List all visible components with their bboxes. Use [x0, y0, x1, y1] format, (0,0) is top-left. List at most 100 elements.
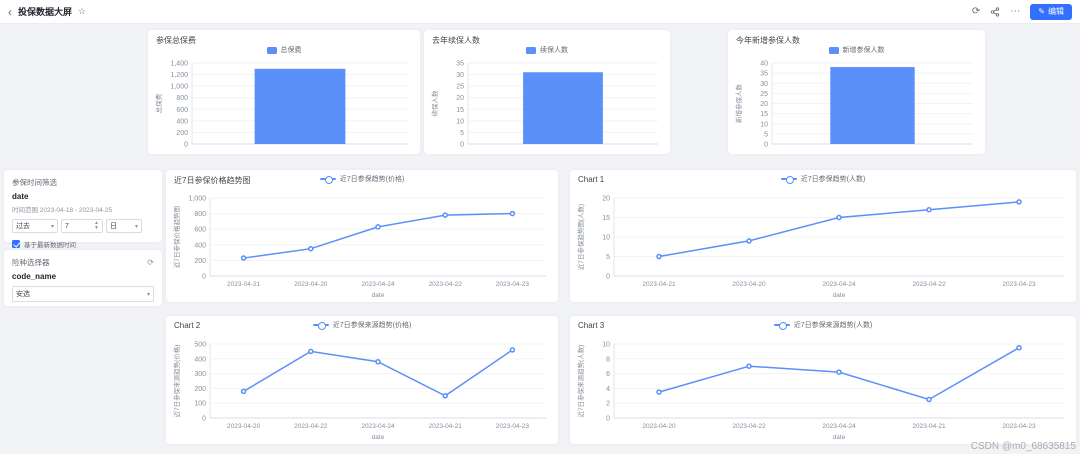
chart-legend[interactable]: 总保费: [148, 45, 420, 55]
svg-text:15: 15: [760, 111, 768, 118]
legend-swatch-icon: [526, 46, 536, 54]
svg-text:100: 100: [194, 401, 206, 408]
line-chart-canvas[interactable]: 0 200 400 600 800 1,000 2023-04-21 2023-04-20 20…: [170, 192, 554, 300]
chart-legend[interactable]: 近7日参保趋势(人数): [570, 174, 1076, 184]
svg-text:2023-04-20: 2023-04-20: [732, 281, 766, 288]
svg-text:20: 20: [602, 196, 610, 203]
svg-text:5: 5: [764, 131, 768, 138]
page-title: 投保数据大屏: [18, 7, 73, 17]
svg-text:200: 200: [194, 386, 206, 393]
svg-text:近7日参保来源趋势(价格): 近7日参保来源趋势(价格): [172, 345, 181, 418]
svg-text:30: 30: [760, 81, 768, 88]
chart-legend[interactable]: 新增参保人数: [728, 45, 985, 55]
chart-legend[interactable]: 近7日参保来源趋势(人数): [570, 320, 1076, 330]
svg-text:0: 0: [460, 142, 464, 149]
line-chart-card-price-trend: 近7日参保价格趋势图 近7日参保趋势(价格) 0 200 400 600 800 1,00…: [166, 170, 558, 302]
line-chart-canvas[interactable]: 0 100 200 300 400 500 2023-04-20 2023-04-22 2023…: [170, 338, 554, 442]
chart-title: 参保总保费: [156, 36, 196, 45]
svg-text:0: 0: [184, 142, 188, 149]
chart-legend[interactable]: 近7日参保来源趋势(价格): [166, 320, 558, 330]
chart-legend[interactable]: 续保人数: [424, 45, 670, 55]
svg-text:0: 0: [202, 416, 206, 423]
svg-text:10: 10: [760, 121, 768, 128]
svg-text:6: 6: [606, 371, 610, 378]
selector-refresh-icon[interactable]: ⟳: [147, 258, 154, 267]
share-icon[interactable]: [990, 6, 1000, 17]
time-filter-title: 参保时间筛选: [12, 178, 57, 187]
svg-text:10: 10: [456, 118, 464, 125]
svg-text:date: date: [372, 434, 385, 441]
bar-chart-canvas[interactable]: 0 200 400 600 800 1,000 1,200 1,400 总保费: [152, 57, 416, 152]
svg-text:date: date: [833, 434, 846, 441]
days-number-input[interactable]: 7 ▲ ▼: [61, 219, 103, 233]
legend-line-icon: [780, 176, 797, 184]
line-chart-card-people-trend: Chart 1 近7日参保趋势(人数) 0 5 10 15 20 2023-04-21 20…: [570, 170, 1076, 302]
time-range-text: 时间范围 2023-04-18 - 2023-04-25: [12, 207, 113, 214]
svg-text:10: 10: [602, 235, 610, 242]
edit-button[interactable]: ✎ 编辑: [1030, 3, 1072, 20]
bar-chart-card-renewals-last-year: 去年续保人数 续保人数 0 5 10 15 20 25 30 35 续保人数: [424, 30, 670, 154]
chart-title: 去年续保人数: [432, 36, 480, 45]
svg-text:2023-04-22: 2023-04-22: [732, 423, 766, 430]
svg-text:300: 300: [194, 371, 206, 378]
svg-text:200: 200: [194, 258, 206, 265]
chart-legend[interactable]: 近7日参保趋势(价格): [166, 174, 558, 184]
dashboard-canvas: 参保总保费 总保费 0 200 400 600 800 1,000 1,200 1,400 总保…: [0, 24, 1080, 454]
bar-chart-canvas[interactable]: 0 5 10 15 20 25 30 35 续保人数: [428, 57, 666, 152]
svg-text:2023-04-21: 2023-04-21: [429, 423, 463, 430]
svg-text:35: 35: [456, 61, 464, 68]
svg-text:500: 500: [194, 342, 206, 349]
svg-text:续保人数: 续保人数: [430, 90, 439, 117]
svg-text:30: 30: [456, 72, 464, 79]
svg-text:10: 10: [602, 342, 610, 349]
svg-text:2023-04-24: 2023-04-24: [822, 281, 856, 288]
svg-text:2023-04-20: 2023-04-20: [642, 423, 676, 430]
svg-text:1,000: 1,000: [170, 84, 188, 91]
more-icon[interactable]: ⋯: [1010, 5, 1021, 17]
svg-text:date: date: [372, 292, 385, 299]
chevron-down-icon: ▾: [146, 291, 150, 298]
time-field-name: date: [12, 192, 29, 201]
svg-text:近7日参保价格趋势图: 近7日参保价格趋势图: [172, 206, 181, 268]
back-icon[interactable]: ‹: [8, 4, 12, 19]
chart-title: Chart 3: [578, 321, 605, 330]
svg-text:1,400: 1,400: [170, 61, 188, 68]
line-chart-card-source-price-trend: Chart 2 近7日参保来源趋势(价格) 0 100 200 300 400 500 20…: [166, 316, 558, 444]
bar-chart-card-total-premium: 参保总保费 总保费 0 200 400 600 800 1,000 1,200 1,400 总保…: [148, 30, 420, 154]
svg-text:2023-04-22: 2023-04-22: [912, 281, 946, 288]
chart-title: 今年新增参保人数: [736, 36, 800, 45]
code-name-select[interactable]: 安选 ▾: [12, 286, 154, 302]
refresh-icon[interactable]: ⟳: [971, 5, 981, 17]
stepper-down-icon[interactable]: ▼: [94, 225, 99, 231]
svg-text:2023-04-21: 2023-04-21: [642, 281, 676, 288]
latest-data-time-checkbox[interactable]: 基于最新数据时间: [12, 239, 154, 249]
svg-text:2023-04-20: 2023-04-20: [227, 423, 261, 430]
legend-line-icon: [312, 322, 329, 330]
svg-text:2023-04-23: 2023-04-23: [1002, 423, 1036, 430]
past-select[interactable]: 过去 ▾: [12, 219, 58, 233]
svg-text:2023-04-23: 2023-04-23: [1002, 281, 1036, 288]
line-chart-canvas[interactable]: 0 2 4 6 8 10 2023-04-20 2023-04-22 2023-04-24 202…: [574, 338, 1072, 442]
csdn-watermark: CSDN @m0_68635815: [970, 441, 1076, 452]
line-chart-canvas[interactable]: 0 5 10 15 20 2023-04-21 2023-04-20 2023-04-24 20…: [574, 192, 1072, 300]
legend-swatch-icon: [828, 46, 839, 54]
chart-title: Chart 2: [174, 321, 201, 330]
svg-text:15: 15: [602, 215, 610, 222]
unit-select[interactable]: 日 ▾: [106, 219, 142, 233]
svg-text:600: 600: [176, 107, 188, 114]
svg-text:200: 200: [176, 130, 188, 137]
bar-chart-canvas[interactable]: 0 5 10 15 20 25 30 35 40 新增参保人数: [732, 57, 981, 152]
svg-text:2023-04-21: 2023-04-21: [227, 281, 261, 288]
svg-text:5: 5: [460, 130, 464, 137]
svg-text:总保费: 总保费: [154, 93, 163, 113]
edit-pencil-icon: ✎: [1038, 7, 1045, 16]
svg-text:20: 20: [456, 95, 464, 102]
favorite-star-icon[interactable]: ☆: [78, 6, 87, 16]
stepper-up-icon[interactable]: ▲: [94, 220, 99, 226]
svg-text:新增参保人数: 新增参保人数: [734, 84, 743, 124]
svg-text:35: 35: [760, 71, 768, 78]
selector-title: 险种选择器: [12, 258, 50, 267]
svg-text:0: 0: [202, 274, 206, 281]
checkbox-checked-icon: [12, 240, 20, 248]
svg-text:400: 400: [194, 356, 206, 363]
